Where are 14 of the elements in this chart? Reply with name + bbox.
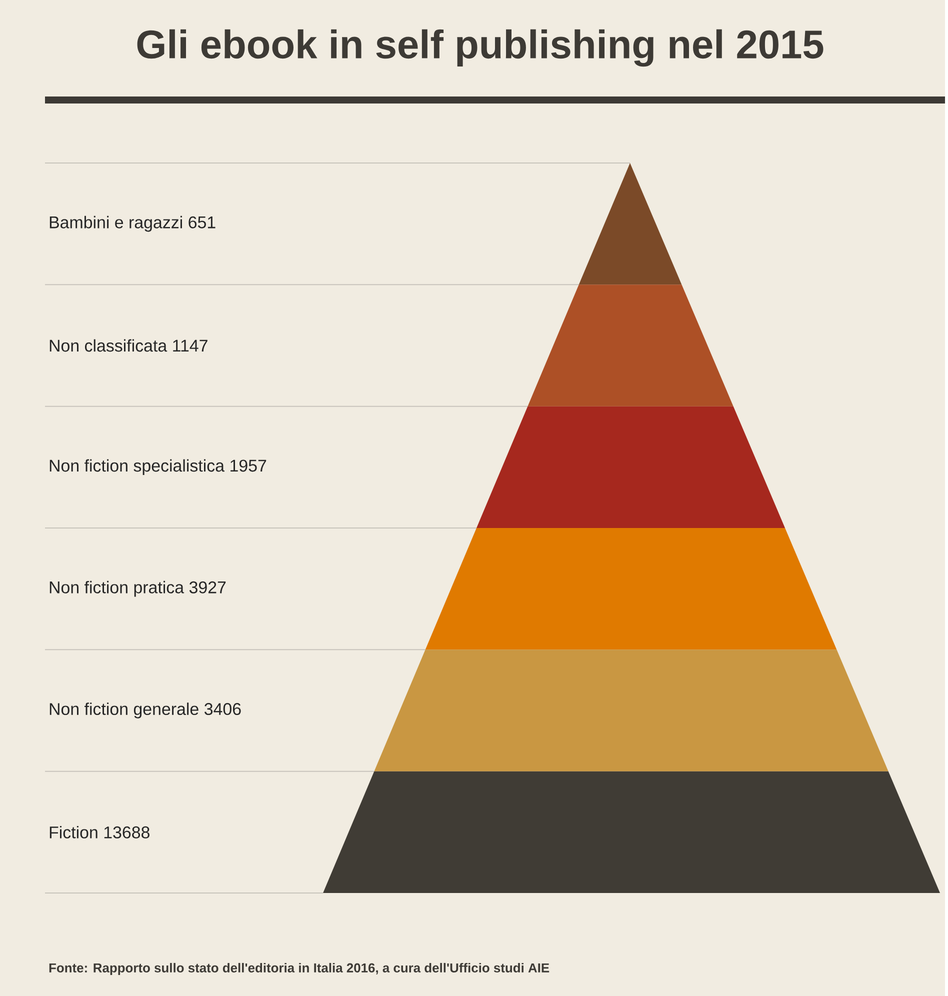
data-label: 13688 <box>104 826 150 838</box>
category-label: Non classificata <box>50 339 167 352</box>
category-label: Fiction <box>50 826 98 838</box>
data-label: 1147 <box>172 340 208 352</box>
data-label: 3927 <box>189 581 226 594</box>
category-label: Non fiction specialistica <box>50 459 224 476</box>
data-label: 651 <box>188 216 216 228</box>
category-label: Non fiction pratica <box>50 580 184 597</box>
category-label: Non fiction generale <box>50 702 198 718</box>
text: Gli ebook in self publishing nel 2015 <box>137 29 824 67</box>
source-note: Fonte: Rapporto sullo stato dell'editoria in Italia 2016, a cura dell'Ufficio studi AIE <box>49 962 549 976</box>
data-label: 1957 <box>230 460 266 472</box>
category-label: Bambini e ragazzi <box>50 216 182 232</box>
data-label: 3406 <box>204 703 241 716</box>
